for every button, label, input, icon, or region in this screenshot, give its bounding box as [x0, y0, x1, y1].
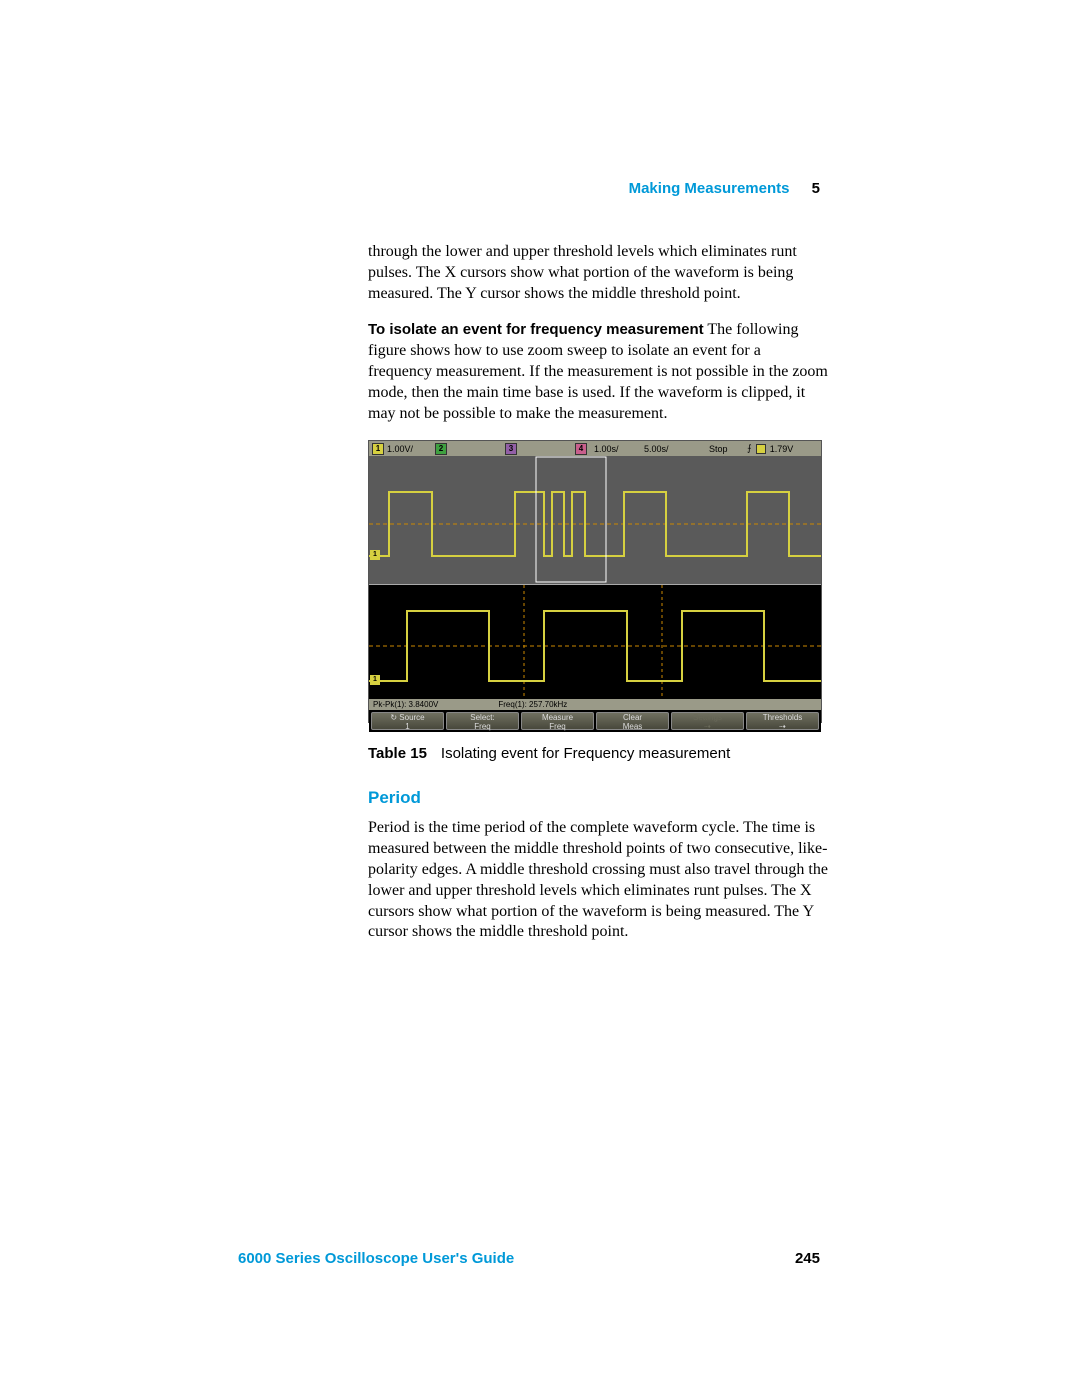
measurement-freq: Freq(1): 257.70kHz	[498, 700, 567, 709]
softkey-clear[interactable]: Clear Meas	[596, 712, 669, 730]
channel-1-tag: 1	[372, 443, 384, 455]
run-in-heading: To isolate an event for frequency measur…	[368, 321, 704, 338]
channel-2-tag: 2	[435, 443, 447, 455]
softkey-source[interactable]: ↻ Source 1	[371, 712, 444, 730]
paragraph-isolate: To isolate an event for frequency measur…	[368, 320, 828, 424]
timebase-2: 5.00s/	[644, 444, 669, 454]
softkey-value: 1	[372, 723, 443, 732]
footer-guide-title: 6000 Series Oscilloscope User's Guide	[238, 1250, 514, 1267]
trigger-info: ⨍ 1.79V	[747, 443, 793, 454]
softkey-value: Freq	[447, 723, 518, 732]
channel-1-scale: 1.00V/	[387, 444, 413, 454]
chapter-title: Making Measurements	[629, 180, 790, 197]
scope-softkey-menu: ↻ Source 1 Select: Freq Measure Freq Cle…	[369, 710, 821, 732]
section-heading-period: Period	[368, 788, 828, 808]
page-footer: 6000 Series Oscilloscope User's Guide 24…	[238, 1250, 820, 1267]
paragraph-intro: through the lower and upper threshold le…	[368, 242, 828, 304]
scope-status-bar: 1 1.00V/ 2 3 4 1.00s/ 5.00s/ Stop ⨍ 1.79…	[369, 441, 821, 456]
softkey-value: ⇢	[672, 723, 743, 732]
softkey-measure[interactable]: Measure Freq	[521, 712, 594, 730]
scope-zoom-waveform	[369, 585, 821, 699]
footer-page-number: 245	[795, 1250, 820, 1267]
page-header: Making Measurements 5	[629, 180, 820, 197]
scope-zoom-graticule: 1	[369, 584, 821, 699]
softkey-select[interactable]: Select: Freq	[446, 712, 519, 730]
scope-main-waveform	[369, 456, 821, 584]
trigger-edge-icon: ⨍	[747, 443, 752, 454]
softkey-value: Freq	[522, 723, 593, 732]
body-content: through the lower and upper threshold le…	[368, 242, 828, 959]
oscilloscope-figure: 1 1.00V/ 2 3 4 1.00s/ 5.00s/ Stop ⨍ 1.79…	[368, 440, 822, 723]
scope-main-graticule: 1	[369, 456, 821, 584]
chapter-number: 5	[812, 180, 820, 197]
channel-ground-marker-zoom: 1	[370, 675, 380, 685]
softkey-value: Meas	[597, 723, 668, 732]
measurement-pkpk: Pk-Pk(1): 3.8400V	[373, 700, 438, 709]
channel-3-tag: 3	[505, 443, 517, 455]
run-status: Stop	[709, 444, 728, 454]
scope-measurement-bar: Pk-Pk(1): 3.8400V Freq(1): 257.70kHz	[369, 699, 821, 710]
caption-text: Isolating event for Frequency measuremen…	[441, 745, 730, 762]
caption-label: Table 15	[368, 745, 427, 762]
figure-caption: Table 15 Isolating event for Frequency me…	[368, 745, 828, 762]
trigger-level: 1.79V	[770, 444, 794, 454]
softkey-settings[interactable]: Settings ⇢	[671, 712, 744, 730]
paragraph-period: Period is the time period of the complet…	[368, 818, 828, 943]
channel-ground-marker: 1	[370, 550, 380, 560]
channel-4-tag: 4	[575, 443, 587, 455]
trigger-source-icon	[756, 444, 766, 454]
timebase-1: 1.00s/	[594, 444, 619, 454]
softkey-thresholds[interactable]: Thresholds ⇢	[746, 712, 819, 730]
softkey-value: ⇢	[747, 723, 818, 732]
